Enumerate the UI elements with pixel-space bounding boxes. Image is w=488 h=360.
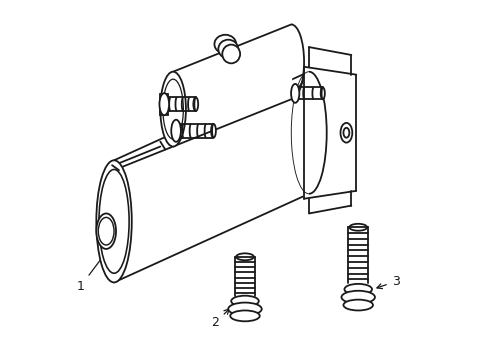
Ellipse shape (290, 84, 299, 103)
Ellipse shape (99, 170, 129, 273)
Ellipse shape (348, 224, 366, 231)
Ellipse shape (343, 300, 372, 310)
Ellipse shape (211, 124, 216, 138)
Text: 1: 1 (77, 254, 104, 293)
Polygon shape (114, 72, 308, 282)
Ellipse shape (344, 284, 371, 295)
Polygon shape (173, 24, 291, 147)
Ellipse shape (98, 217, 114, 245)
Ellipse shape (160, 72, 185, 147)
Ellipse shape (228, 302, 261, 315)
Ellipse shape (218, 40, 238, 58)
Polygon shape (304, 67, 356, 199)
Ellipse shape (222, 45, 240, 63)
Ellipse shape (340, 123, 351, 143)
Ellipse shape (96, 160, 131, 282)
Text: 2: 2 (211, 309, 229, 329)
Ellipse shape (230, 310, 259, 321)
Text: 3: 3 (376, 275, 399, 289)
Ellipse shape (343, 128, 348, 138)
Ellipse shape (320, 87, 324, 99)
Ellipse shape (163, 79, 183, 139)
Ellipse shape (159, 93, 169, 115)
Ellipse shape (236, 253, 253, 260)
Ellipse shape (231, 296, 258, 306)
Ellipse shape (193, 97, 198, 111)
Ellipse shape (171, 120, 181, 142)
Ellipse shape (214, 35, 236, 54)
Polygon shape (160, 94, 168, 114)
Ellipse shape (96, 213, 116, 249)
Ellipse shape (341, 291, 374, 303)
